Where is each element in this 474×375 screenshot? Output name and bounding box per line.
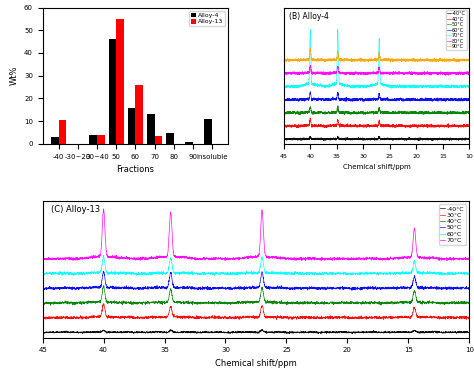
Text: (B) Alloy-4: (B) Alloy-4 (289, 12, 329, 21)
Bar (204, 119, 212, 144)
Bar (147, 114, 155, 144)
Bar (90, 135, 97, 144)
X-axis label: Chemical shift/ppm: Chemical shift/ppm (215, 359, 297, 368)
Bar (128, 108, 136, 144)
Text: (C) Alloy-13: (C) Alloy-13 (51, 205, 100, 214)
Bar (59, 120, 66, 144)
Bar (155, 136, 162, 144)
Legend: -40°C, 30°C, 40°C, 50°C, 60°C, 70°C: -40°C, 30°C, 40°C, 50°C, 60°C, 70°C (438, 204, 466, 245)
Bar (185, 142, 193, 144)
Bar (116, 19, 124, 144)
Bar (109, 39, 116, 144)
X-axis label: Fractions: Fractions (117, 165, 155, 174)
Bar (166, 132, 174, 144)
Legend: -40°C, 40°C, 50°C, 60°C, 70°C, 80°C, 90°C: -40°C, 40°C, 50°C, 60°C, 70°C, 80°C, 90°… (446, 10, 467, 50)
Bar (51, 137, 59, 144)
X-axis label: Chemical shift/ppm: Chemical shift/ppm (343, 164, 410, 170)
Bar (97, 135, 105, 144)
Legend: Alloy-4, Alloy-13: Alloy-4, Alloy-13 (189, 10, 225, 26)
Bar (136, 85, 143, 144)
Y-axis label: Wt%: Wt% (9, 66, 18, 86)
